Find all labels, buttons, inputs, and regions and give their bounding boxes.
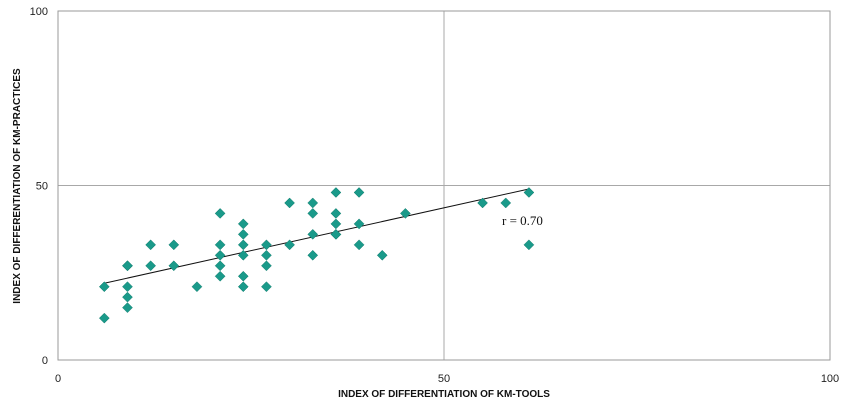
data-point bbox=[284, 197, 295, 209]
x-axis-title: INDEX OF DIFFERENTIATION OF KM-TOOLS bbox=[338, 389, 550, 400]
data-point bbox=[307, 249, 319, 261]
tick-labels: 0 50 100 0 50 100 bbox=[30, 6, 840, 385]
y-axis-title: INDEX OF DIFFERENTIATION OF KM-PRACTICES bbox=[12, 68, 23, 304]
data-point bbox=[122, 302, 133, 314]
data-point bbox=[261, 249, 272, 261]
data-point bbox=[261, 260, 272, 272]
data-points bbox=[98, 187, 535, 324]
data-point bbox=[400, 208, 411, 219]
data-point bbox=[523, 239, 535, 251]
data-point bbox=[284, 239, 295, 251]
data-point bbox=[353, 187, 365, 198]
data-point bbox=[145, 239, 156, 251]
y-tick-label: 100 bbox=[30, 6, 48, 18]
data-point bbox=[237, 270, 249, 282]
data-point bbox=[330, 187, 342, 198]
data-point bbox=[376, 249, 388, 261]
data-point bbox=[237, 281, 249, 293]
data-point bbox=[261, 239, 272, 251]
data-point bbox=[237, 218, 249, 230]
data-point bbox=[122, 291, 133, 303]
data-point bbox=[353, 218, 365, 230]
x-tick-label: 50 bbox=[438, 373, 450, 385]
data-point bbox=[477, 197, 488, 209]
y-tick-label: 0 bbox=[42, 355, 48, 367]
data-point bbox=[214, 249, 226, 261]
data-point bbox=[168, 260, 180, 272]
data-point bbox=[307, 208, 319, 219]
data-point bbox=[330, 229, 342, 240]
data-point bbox=[214, 208, 226, 219]
axes bbox=[57, 10, 831, 361]
data-point bbox=[237, 249, 249, 261]
data-point bbox=[353, 239, 365, 251]
data-point bbox=[330, 208, 342, 219]
data-point bbox=[307, 229, 319, 240]
data-point bbox=[500, 197, 512, 209]
data-point bbox=[122, 260, 133, 272]
plot-area-border bbox=[57, 10, 831, 361]
data-point bbox=[98, 312, 110, 324]
grid-lines bbox=[58, 11, 830, 360]
data-point bbox=[168, 239, 180, 251]
data-point bbox=[330, 218, 342, 230]
data-point bbox=[307, 197, 319, 209]
data-point bbox=[214, 270, 226, 282]
data-point bbox=[214, 260, 226, 272]
data-point bbox=[98, 281, 110, 293]
data-point bbox=[261, 281, 272, 293]
data-point bbox=[237, 239, 249, 251]
data-point bbox=[145, 260, 156, 272]
data-point bbox=[122, 281, 133, 293]
data-point bbox=[214, 239, 226, 251]
y-tick-label: 50 bbox=[36, 181, 48, 193]
data-point bbox=[237, 229, 249, 240]
data-point bbox=[191, 281, 203, 293]
x-tick-label: 0 bbox=[55, 373, 61, 385]
data-point bbox=[523, 187, 535, 198]
x-tick-label: 100 bbox=[821, 373, 839, 385]
correlation-annotation: r = 0.70 bbox=[502, 213, 543, 228]
